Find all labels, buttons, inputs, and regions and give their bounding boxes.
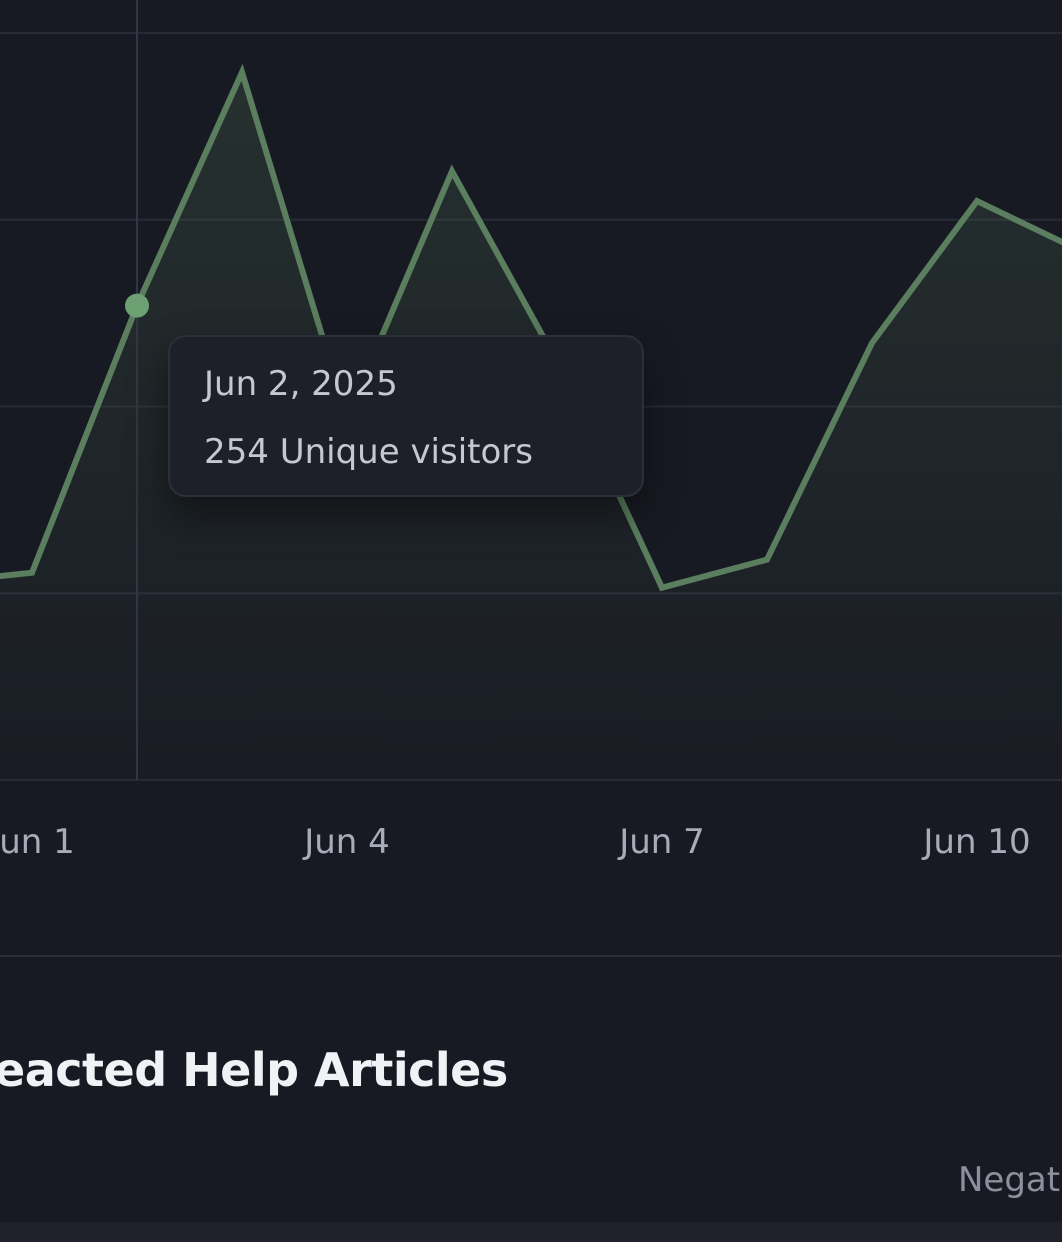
x-tick-label: Jun 7	[617, 822, 705, 862]
active-data-point	[125, 293, 149, 318]
series-line	[0, 63, 1062, 592]
x-tick-label: Jun 4	[302, 822, 390, 862]
tooltip-date: Jun 2, 2025	[204, 364, 398, 404]
chart-tooltip: Jun 2, 2025 254 Unique visitors	[168, 335, 644, 497]
x-tick-label: Jun 1	[0, 822, 75, 862]
section-divider	[0, 955, 1062, 957]
column-header-negative[interactable]: Negat	[958, 1160, 1061, 1200]
tooltip-value: 254 Unique visitors	[204, 432, 533, 472]
table-row	[0, 1222, 1062, 1242]
x-axis-ticks: Jun 1 Jun 4 Jun 7 Jun 10	[0, 822, 1031, 862]
section-title: eacted Help Articles	[0, 1043, 508, 1097]
x-tick-label: Jun 10	[921, 822, 1030, 862]
